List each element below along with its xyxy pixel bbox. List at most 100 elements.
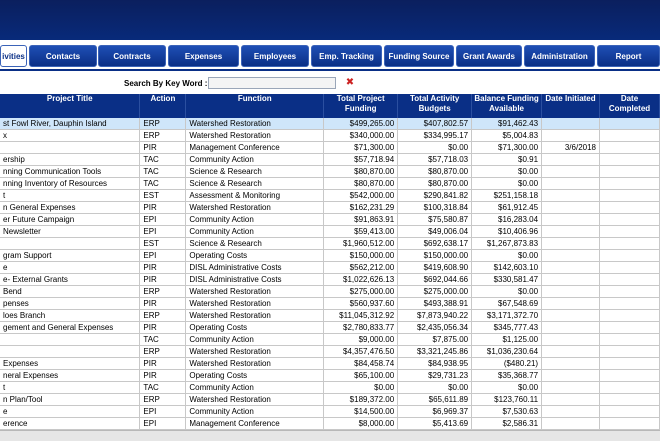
projects-table-container: Project Title Action Function Total Project…	[0, 94, 660, 430]
table-cell: $2,780,833.77	[323, 321, 399, 334]
table-row[interactable]: n General Expenses PIR Watershed Restorati…	[0, 201, 660, 214]
table-cell	[541, 189, 600, 202]
tab-contracts[interactable]: Contracts	[98, 45, 166, 67]
table-cell: $16,283.04	[471, 213, 543, 226]
table-cell	[541, 309, 600, 322]
table-cell: ERP	[139, 393, 187, 406]
table-row[interactable]: Newsletter EPI Community Action $59,413.00 $…	[0, 225, 660, 238]
table-cell: TAC	[139, 429, 187, 430]
table-cell: er Future Campaign	[0, 213, 141, 226]
search-icon[interactable]: ✖	[345, 77, 355, 88]
table-row[interactable]: ership TAC Community Action $57,718.94 $57,7…	[0, 153, 660, 166]
table-row[interactable]: loes Branch ERP Watershed Restoration $11,0…	[0, 309, 660, 322]
table-cell: $499,265.00	[323, 118, 399, 130]
table-cell: $251,158.18	[471, 189, 543, 202]
table-cell: x	[0, 129, 141, 142]
column-header[interactable]: Date Completed	[599, 94, 660, 118]
tab-expenses[interactable]: Expenses	[168, 45, 239, 67]
table-row[interactable]: neral Expenses PIR Operating Costs $65,100.…	[0, 369, 660, 382]
table-cell	[599, 417, 660, 430]
table-cell	[541, 177, 600, 190]
table-cell: $4,357,476.50	[323, 345, 399, 358]
table-cell: Management Conference	[185, 141, 325, 154]
table-cell: gement and General Expenses	[0, 321, 141, 334]
table-row[interactable]: ERP Watershed Restoration $4,357,476.50 $3,…	[0, 345, 660, 358]
table-cell	[541, 333, 600, 346]
tab-employees[interactable]: Employees	[241, 45, 309, 67]
column-header[interactable]: Total Activity Budgets	[397, 94, 473, 118]
table-row[interactable]: Bend ERP Watershed Restoration $275,000.00 $…	[0, 285, 660, 298]
table-cell: $0.00	[471, 177, 543, 190]
table-cell	[541, 393, 600, 406]
table-cell: $562,212.00	[323, 261, 399, 274]
table-row[interactable]: PIR Management Conference $71,300.00 $0.00 $…	[0, 141, 660, 154]
table-cell: Science & Research	[185, 237, 325, 250]
search-input[interactable]	[208, 77, 336, 89]
table-cell	[541, 429, 600, 430]
table-row[interactable]: EST Science & Research $1,960,512.00 $692,6…	[0, 237, 660, 250]
table-cell: $692,638.17	[397, 237, 473, 250]
tab-administration[interactable]: Administration	[524, 45, 595, 67]
table-cell: ERP	[139, 285, 187, 298]
horizontal-scrollbar[interactable]	[0, 430, 660, 441]
table-cell: $275,000.00	[397, 285, 473, 298]
table-cell: $8,000.00	[323, 417, 399, 430]
tab-report[interactable]: Report	[597, 45, 660, 67]
table-cell	[599, 201, 660, 214]
table-cell	[599, 261, 660, 274]
table-row[interactable]: e PIR DISL Administrative Costs $562,212.00…	[0, 261, 660, 274]
table-row[interactable]: er Future Campaign EPI Community Action $91…	[0, 213, 660, 226]
table-cell	[541, 285, 600, 298]
table-cell: TAC	[139, 165, 187, 178]
table-cell: Newsletter	[0, 225, 141, 238]
table-cell: $29,731.23	[397, 369, 473, 382]
table-row[interactable]: TAC Community Action $9,000.00 $7,875.00 $1,…	[0, 333, 660, 346]
table-row[interactable]: n Plan/Tool ERP Watershed Restoration $189,…	[0, 393, 660, 406]
table-row[interactable]: st Fowl River, Dauphin Island ERP Watershe…	[0, 118, 660, 130]
column-header[interactable]: Total Project Funding	[323, 94, 399, 118]
tab-grant-awards[interactable]: Grant Awards	[456, 45, 522, 67]
table-cell: neral Expenses	[0, 369, 141, 382]
table-cell: EPI	[139, 225, 187, 238]
table-row[interactable]: e EPI Community Action $14,500.00 $6,969.37 $…	[0, 405, 660, 418]
column-header[interactable]: Function	[185, 94, 325, 118]
table-row[interactable]: penses PIR Watershed Restoration $560,937.6…	[0, 297, 660, 310]
table-row[interactable]: t EST Assessment & Monitoring $542,000.00 $2…	[0, 189, 660, 202]
table-cell: Expenses	[0, 357, 141, 370]
table-row[interactable]: gram Support EPI Operating Costs $150,000.0…	[0, 249, 660, 262]
table-cell	[599, 345, 660, 358]
column-header[interactable]: Project Title	[0, 94, 141, 118]
table-cell: $0.00	[471, 249, 543, 262]
table-row[interactable]: gement and General Expenses PIR Operating …	[0, 321, 660, 334]
table-cell: $9,000.00	[323, 333, 399, 346]
table-cell	[0, 141, 141, 154]
table-cell: $80,870.00	[323, 177, 399, 190]
table-row[interactable]: x ERP Watershed Restoration $340,000.00 $334…	[0, 129, 660, 142]
table-row[interactable]: nning Communication Tools TAC Science & Re…	[0, 165, 660, 178]
table-row[interactable]: erence EPI Management Conference $8,000.00 $…	[0, 417, 660, 430]
table-cell: $0.00	[323, 381, 399, 394]
table-cell: EPI	[139, 213, 187, 226]
column-header[interactable]: Action	[139, 94, 187, 118]
table-cell: Watershed Restoration	[185, 393, 325, 406]
table-cell	[599, 273, 660, 286]
table-cell: $0.00	[471, 165, 543, 178]
table-row[interactable]: Expenses PIR Watershed Restoration $84,458.…	[0, 357, 660, 370]
table-cell: Community Action	[185, 381, 325, 394]
tab-emp-tracking[interactable]: Emp. Tracking	[311, 45, 382, 67]
table-row[interactable]: t TAC Community Action $0.00 $0.00 $0.00	[0, 381, 660, 394]
table-cell: t	[0, 381, 141, 394]
tab-ivities[interactable]: ivities	[0, 45, 27, 67]
table-row[interactable]: nning Inventory of Resources TAC Science &…	[0, 177, 660, 190]
table-cell: $57,718.03	[397, 153, 473, 166]
table-cell: PIR	[139, 297, 187, 310]
column-header[interactable]: Date Initiated	[541, 94, 600, 118]
table-cell: $493,388.91	[397, 297, 473, 310]
column-header[interactable]: Balance Funding Available	[471, 94, 543, 118]
table-cell: $35,368.77	[471, 369, 543, 382]
table-cell: $61,912.45	[471, 201, 543, 214]
tab-contacts[interactable]: Contacts	[29, 45, 97, 67]
tab-funding-source[interactable]: Funding Source	[384, 45, 454, 67]
table-row[interactable]: e- External Grants PIR DISL Administrative…	[0, 273, 660, 286]
